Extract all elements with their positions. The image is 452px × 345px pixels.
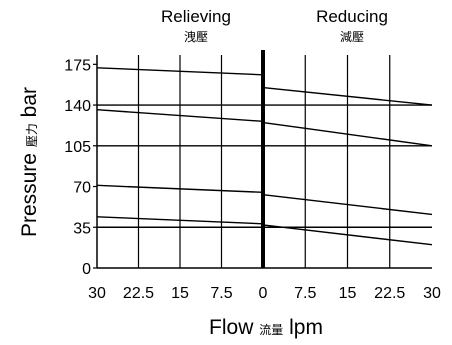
x-tick-label: 15 [339, 285, 357, 302]
series-line [262, 224, 433, 246]
series-line [96, 184, 264, 194]
x-tick-label: 30 [88, 285, 106, 302]
panel-title-reducing: Reducing [316, 7, 388, 26]
y-axis-title: Pressure 壓力 bar [18, 62, 42, 262]
series-line [96, 216, 264, 225]
x-tick-label: 30 [423, 285, 441, 302]
tick-labels: 0 35 70 105 140 175 30 22.5 15 7.5 0 7.5 15 22.5 30 [64, 57, 441, 302]
x-tick-label: 15 [171, 285, 189, 302]
y-tick-label: 0 [82, 261, 91, 278]
x-axis-title-main: Flow [209, 316, 254, 339]
y-axis-title-unit: bar [18, 86, 41, 118]
y-tick-label: 140 [64, 98, 91, 115]
x-axis-title-sub: 流量 [259, 323, 284, 337]
x-tick-label: 0 [259, 285, 268, 302]
series-line [96, 67, 264, 76]
series-line [96, 109, 264, 123]
y-tick-label: 35 [73, 220, 91, 237]
series-line [262, 86, 433, 106]
axes [93, 50, 432, 269]
y-tick-label: 175 [64, 57, 91, 74]
grid-lines [137, 55, 391, 268]
x-axis-title-unit: lpm [289, 316, 323, 339]
panel-title-relieving: Relieving [161, 7, 231, 26]
x-axis-title: Flow 流量 lpm [96, 316, 436, 340]
series-lines [96, 67, 433, 246]
y-tick-label: 105 [64, 139, 91, 156]
series-line [262, 121, 433, 147]
y-tick-label: 70 [73, 180, 91, 197]
series-line [262, 193, 433, 216]
x-tick-label: 22.5 [374, 285, 405, 302]
panel-subtitle-relieving: 洩壓 [183, 30, 208, 44]
x-tick-label: 22.5 [123, 285, 154, 302]
y-axis-title-sub: 壓力 [25, 123, 39, 148]
x-tick-label: 7.5 [210, 285, 232, 302]
y-axis-title-main: Pressure [18, 153, 41, 238]
x-tick-label: 7.5 [294, 285, 316, 302]
panel-subtitle-reducing: 減壓 [339, 30, 364, 44]
